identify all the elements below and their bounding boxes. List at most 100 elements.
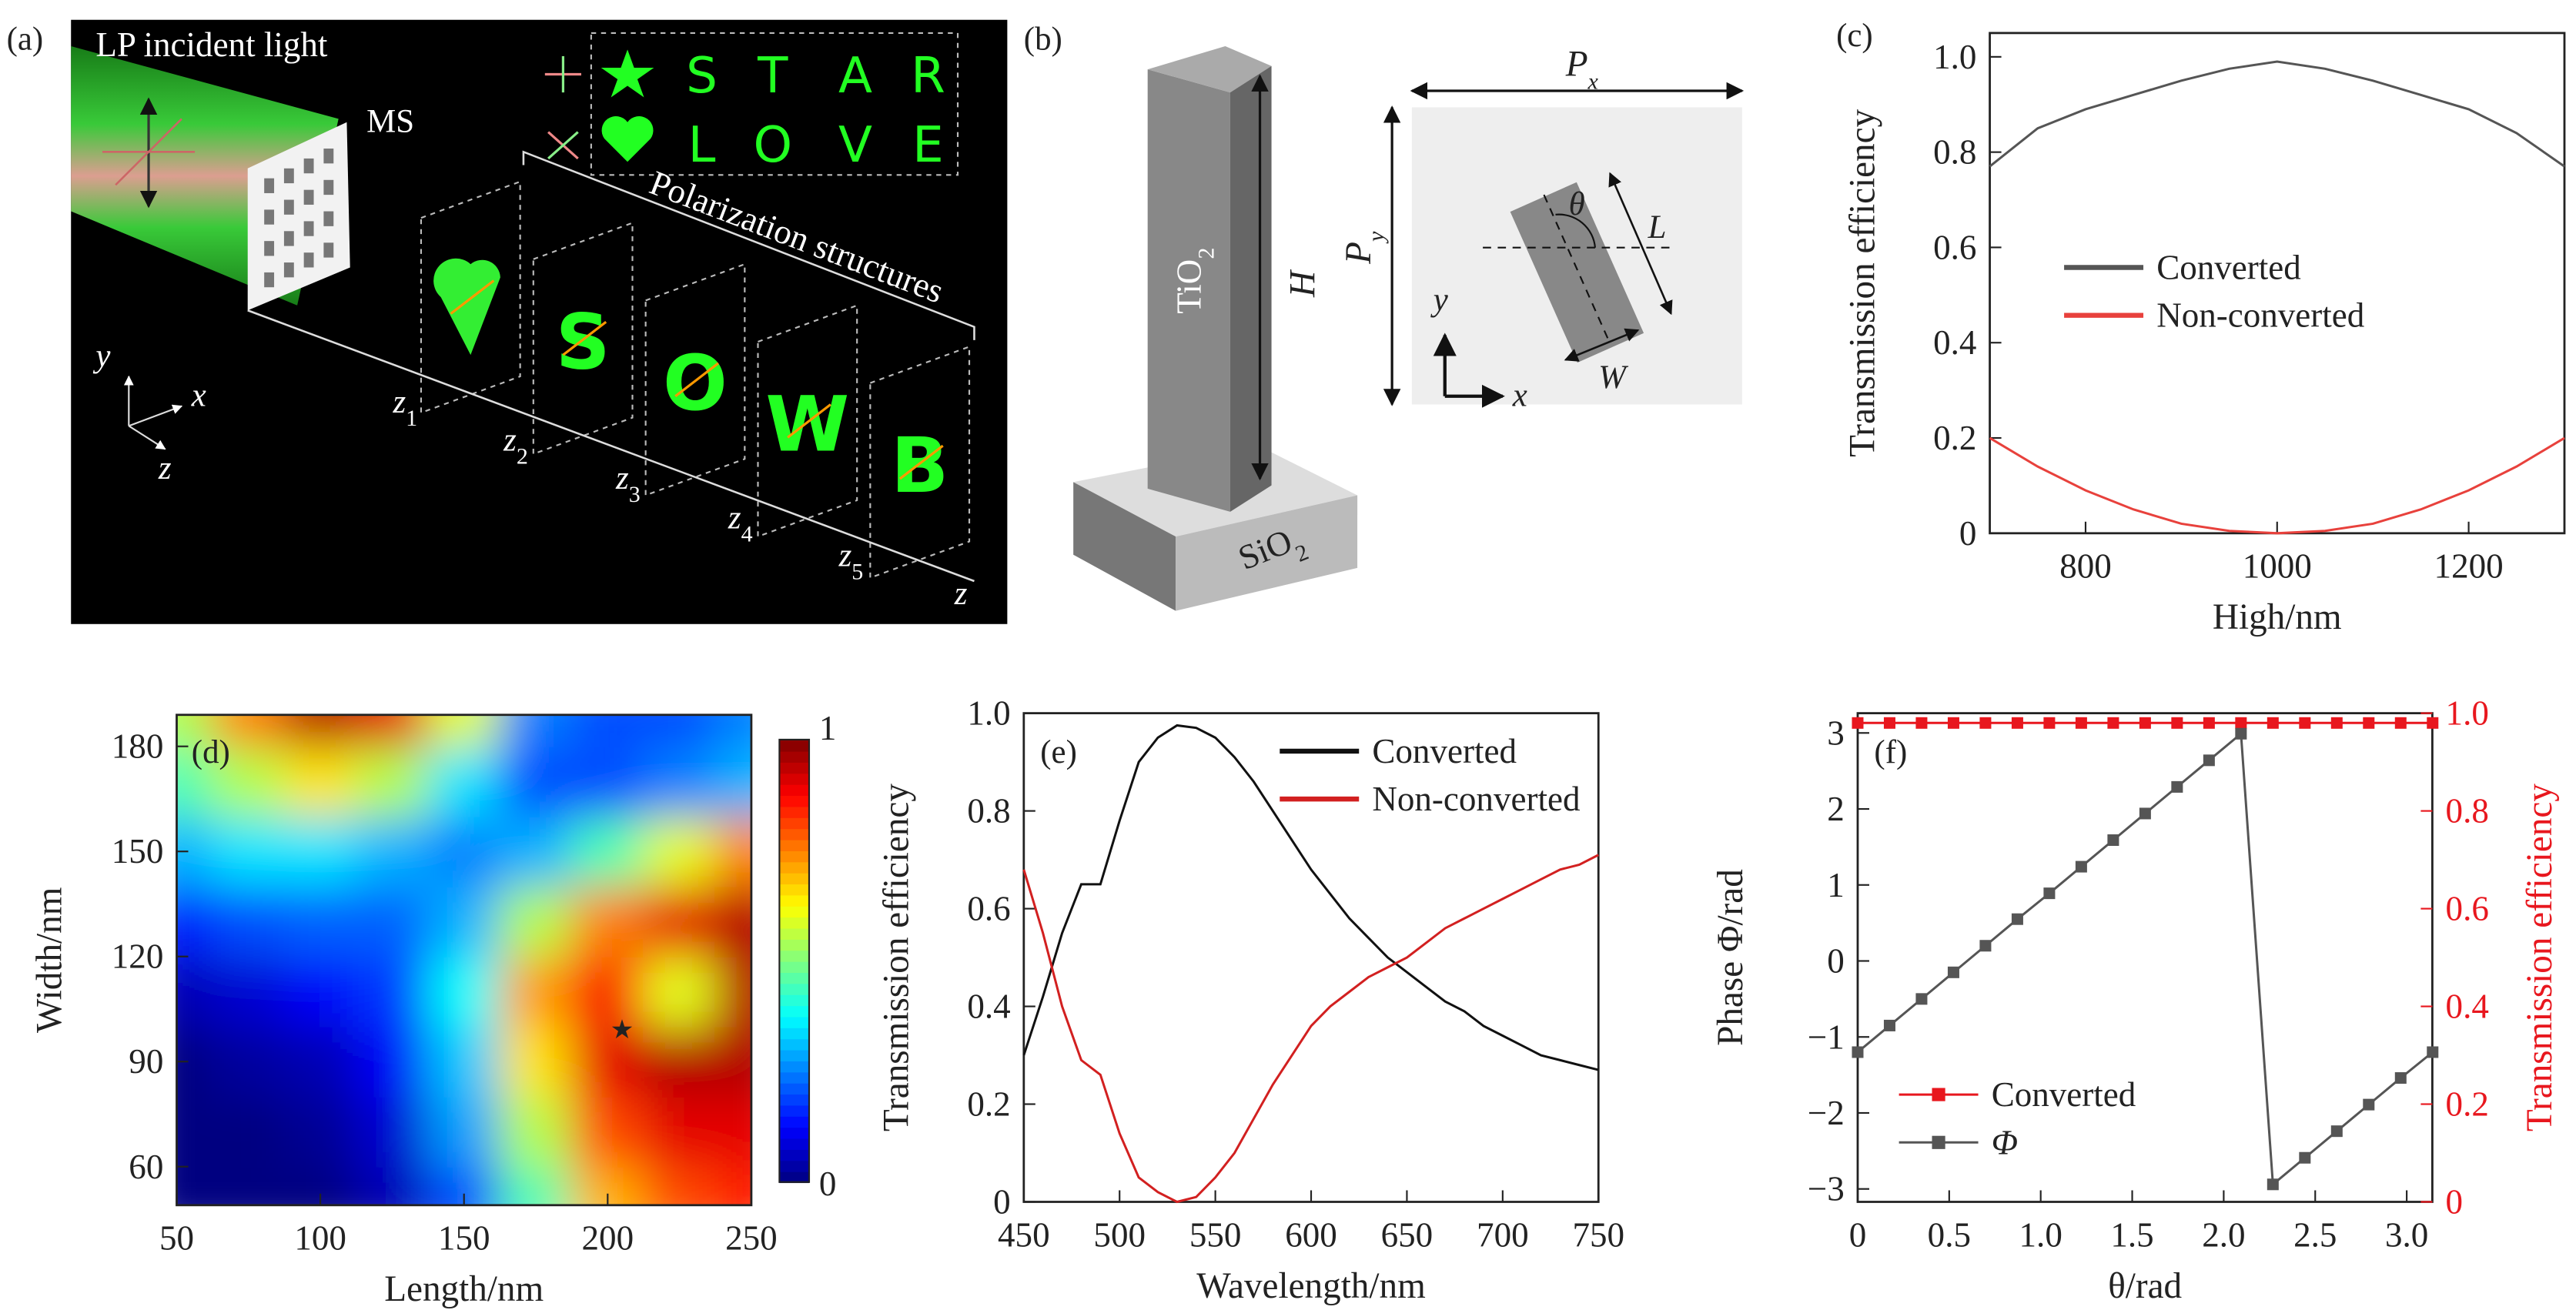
y-tick-label: 0.2 [967,1085,1010,1124]
love-letter: V [838,116,872,174]
series-line [1989,436,2565,535]
plane [757,304,858,538]
chart: 800 1000 1200 0 0.2 0.4 0.6 0.8 1.0 High/nm Transm… [1836,18,2566,637]
love-letter: O [753,116,792,174]
heat-cell [642,714,717,747]
y-tick-label: 0.8 [1933,133,1976,172]
heat-cell [283,745,357,817]
heat-cell [714,1165,751,1205]
plane-label-base: z [503,423,517,459]
panel-label: (c) [1836,18,1873,54]
colorbar-step [779,1082,809,1095]
colorbar-step [779,1126,809,1139]
heat-cell [499,955,573,1028]
plane [644,262,746,497]
y-tick-label: 3 [1827,713,1845,752]
heat-cell [499,1025,573,1098]
y-tick-label: 150 [112,832,164,871]
plane-label: z2 [503,423,528,470]
heat-cell [570,745,645,817]
series-marker [1979,940,1992,952]
marker-star: ★ [611,1014,634,1045]
width-arrow [1564,328,1640,362]
nanobrick [1510,182,1644,363]
x-tick-label: 0 [1849,1215,1867,1254]
plot-frame [1856,712,2434,1203]
series-marker [1915,717,1928,729]
heat-cell [570,885,645,957]
pol-arrow [674,362,720,398]
heat-cell [499,714,573,747]
x-tick-label: 600 [1285,1215,1337,1254]
angle-arc [1555,213,1597,248]
y-tick-label: 0 [1827,942,1845,981]
colorbar-step [779,739,809,752]
colorbar-step [779,806,809,818]
colorbar-step [779,927,809,940]
heat-cell [714,1095,751,1168]
pol-arrow [450,279,495,315]
series-marker [2107,834,2119,847]
plane-label-base: z [728,500,741,536]
panel-label: (b) [1024,21,1062,57]
colorbar-step [779,861,809,874]
y-tick-label: 0 [1959,514,1977,553]
heat-cell [642,885,717,957]
pillar-side [1229,65,1272,512]
star-icon [601,49,654,98]
substrate-front [1073,482,1176,611]
y-tick-label: 0.4 [1933,323,1976,362]
series-marker [2107,717,2119,729]
series-marker [2203,717,2215,729]
y-axis-label: Transmission efficiency [1842,109,1882,456]
y-tick-label: 2 [1827,790,1845,828]
colorbar-frame [778,738,811,1183]
series-line [1022,724,1599,1071]
series-marker [2299,1151,2311,1164]
series-marker [1852,717,1864,729]
x-tick-label: 700 [1477,1215,1529,1254]
plane-label-base: z [838,538,852,574]
z-label: z [954,576,968,612]
x-axis-label: θ/rad [2108,1266,2182,1306]
colorbar-step [779,1138,809,1150]
plane-label-base: z [392,384,406,420]
heat-cell [714,955,751,1028]
heat-cell [212,745,286,817]
colorbar-label: 0 [819,1165,837,1203]
colorbar-step [779,1104,809,1117]
series-line [1989,60,2565,168]
heat-cell [499,1095,573,1168]
axis-label: x [191,378,206,414]
colorbar-step [779,1093,809,1106]
heat-cell [570,1025,645,1098]
panel-label: (a) [7,21,44,57]
love-letter: L [688,116,716,174]
plane-label: z5 [838,538,864,585]
axis-label: y [92,338,111,374]
heat-cell [642,1095,717,1168]
colorbar-step [779,1004,809,1018]
heat-cell [570,955,645,1028]
colorbar-step [779,905,809,918]
panel-label: (f) [1874,734,1907,770]
pol-arrow [787,403,831,439]
y-tick-label: 1.0 [1933,38,1976,76]
py-label: Py [1339,231,1388,265]
heat-cell [212,714,286,747]
y2-tick-label: 1.0 [2446,694,2489,733]
heat-cell [714,1025,751,1098]
colorbar-step [779,1049,809,1061]
heat-cell [355,885,430,957]
y-tick-label: 0.6 [1933,228,1976,266]
heat-cell [212,1095,286,1168]
panel-b: (b) TiO2 H SiO2 Px Py θ L W y x [1024,21,1745,611]
star-letter: R [911,47,945,105]
colorbar-step [779,894,809,907]
x-tick-label: 750 [1572,1215,1624,1254]
heat-cell [283,1025,357,1098]
colorbar-step [779,983,809,995]
heat-cell [570,714,645,747]
y-tick-label: −2 [1808,1094,1845,1132]
series-line [1022,854,1599,1204]
